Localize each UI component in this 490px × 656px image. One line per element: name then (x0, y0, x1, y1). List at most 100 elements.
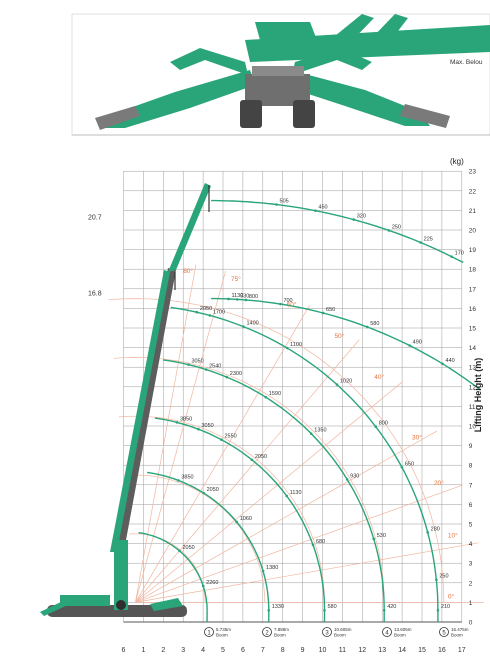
boom-legend-number: 5 (442, 630, 446, 636)
load-point (311, 543, 315, 547)
x-tick-label: 1 (141, 647, 145, 654)
left-track (240, 100, 262, 128)
y-tick-label: 13 (469, 365, 477, 372)
load-value-label: 930 (350, 473, 359, 479)
load-value-label: 800 (249, 294, 258, 300)
load-value-label: 2540 (209, 364, 221, 370)
boom-legend-badge (262, 627, 272, 637)
load-point (275, 203, 278, 206)
x-tick-label: 6 (241, 647, 245, 654)
y-tick-label: 15 (469, 326, 477, 333)
x-tick-label: 7 (261, 647, 265, 654)
load-curve-b5 (170, 306, 439, 611)
angle-line (135, 430, 438, 603)
x-tick-label: 6 (122, 647, 126, 654)
boom-legend-number: 2 (265, 630, 269, 636)
load-value-label: 580 (370, 321, 379, 327)
load-point (323, 608, 326, 612)
load-curve-j1 (211, 297, 482, 391)
y-tick-label: 22 (469, 188, 477, 195)
boom-legend-length: 7.888m (274, 627, 289, 632)
chart-labels: 6 1 2 3 4 5 6 7 8 9 10 11 12 13 14 15 16 1701234567891011… (88, 169, 476, 654)
top-boom-arm (330, 14, 374, 48)
angle-line (135, 305, 310, 603)
y-tick-label: 12 (469, 384, 477, 391)
right-upper-leg (292, 48, 372, 75)
load-point (408, 344, 411, 347)
load-point (178, 549, 181, 553)
angle-arc (113, 357, 385, 603)
x-tick-label: 2 (161, 647, 165, 654)
load-value-label: 3050 (201, 423, 213, 429)
load-point (197, 427, 200, 431)
load-value-label: 580 (327, 604, 336, 610)
y-tick-label: 7 (469, 482, 473, 489)
load-value-label: 1100 (290, 342, 302, 348)
top-boom-block (255, 22, 320, 58)
x-tick-label: 9 (301, 647, 305, 654)
load-point (372, 537, 376, 541)
load-point (419, 241, 422, 244)
angle-label: 0° (448, 592, 455, 600)
load-value-label: 505 (280, 199, 289, 205)
load-curve-j2 (211, 199, 464, 264)
load-value-label: 1590 (269, 391, 281, 397)
load-value-label: 1380 (266, 565, 278, 571)
load-value-label: 2050 (200, 306, 212, 312)
machine-front-view: Max. Belou (71, 13, 490, 136)
load-value-label: 2050 (207, 487, 219, 493)
load-value-label: 3850 (181, 474, 193, 480)
angle-label: 10° (448, 532, 458, 540)
right-outrigger (290, 70, 430, 126)
angle-line (135, 381, 403, 603)
load-value-label: 800 (379, 421, 388, 427)
load-point (352, 218, 356, 221)
load-point (365, 325, 369, 329)
boom-legend-badge (322, 627, 332, 637)
angle-label: 80° (183, 267, 193, 275)
y-tick-label: 16 (469, 306, 477, 313)
x-tick-label: 16 (438, 647, 446, 654)
height-mark: 20.7 (88, 214, 102, 221)
y-tick-label: 2 (469, 580, 473, 587)
boom-legend-length: 13.605m (394, 627, 412, 632)
load-point (267, 608, 271, 612)
load-point (177, 479, 180, 482)
load-point (321, 311, 325, 315)
chassis-top (252, 66, 304, 76)
right-outrigger-foot (400, 104, 450, 128)
load-point (250, 458, 254, 462)
y-tick-label: 10 (469, 424, 477, 431)
top-boom (245, 25, 490, 62)
x-tick-label: 8 (281, 647, 285, 654)
load-value-label: 680 (316, 539, 325, 545)
boom-legend-label: Boom (394, 633, 406, 638)
load-point (345, 478, 349, 481)
y-tick-label: 17 (469, 286, 477, 293)
x-tick-label: 11 (339, 647, 346, 654)
load-curve-b1 (138, 531, 208, 611)
angle-line (135, 270, 226, 603)
boom-legend-length: 10.605m (334, 627, 352, 632)
main-boom-cylinder (110, 270, 170, 552)
load-value-label: 700 (283, 298, 292, 304)
load-point (285, 346, 289, 350)
load-point (264, 395, 268, 399)
boom-legend-length: 5.735m (216, 627, 231, 632)
x-tick-label: 5 (221, 647, 225, 654)
load-value-label: 2260 (206, 580, 218, 586)
boom-legend-badge (204, 627, 214, 637)
y-tick-label: 11 (469, 404, 476, 411)
load-point (450, 255, 453, 258)
angle-line (135, 339, 360, 603)
load-value-label: 440 (446, 358, 455, 364)
load-value-label: 2300 (230, 371, 242, 377)
unit-label: (kg) (450, 157, 464, 166)
y-tick-label: 5 (469, 522, 473, 529)
load-value-label: 1330 (272, 604, 284, 610)
boom-legend-label: Boom (216, 633, 228, 638)
load-point (235, 298, 239, 301)
boom-legend-badge (382, 627, 392, 637)
boom-legend-badge (439, 627, 449, 637)
